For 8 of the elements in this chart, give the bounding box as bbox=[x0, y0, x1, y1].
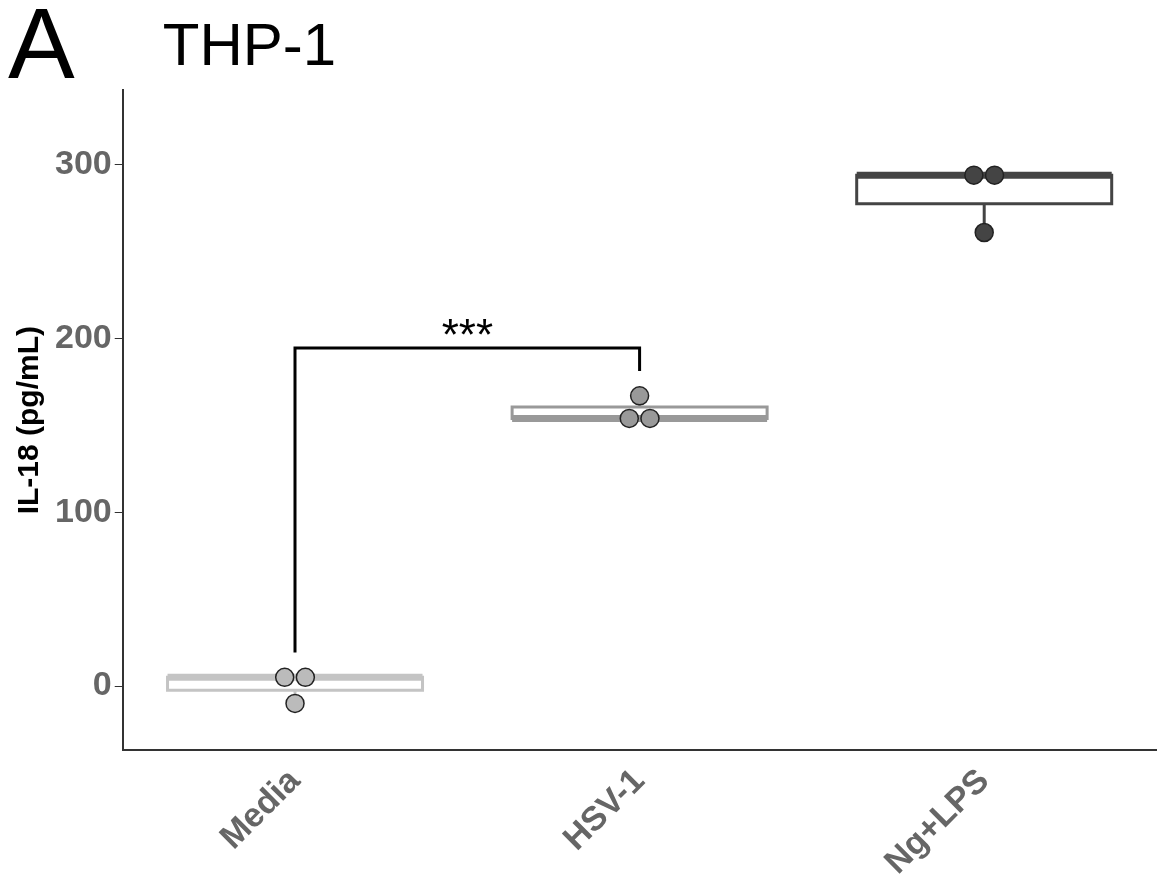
y-axis-title: IL-18 (pg/mL) bbox=[11, 325, 45, 515]
annotation: *** bbox=[441, 309, 494, 359]
text: A bbox=[8, 0, 75, 99]
y-tick-label: 0 bbox=[92, 664, 112, 703]
y-tick-label: 300 bbox=[54, 143, 112, 182]
y-tick-label: 100 bbox=[54, 490, 112, 529]
y-tick-label: 200 bbox=[54, 316, 112, 355]
chart-title: THP-1 bbox=[162, 10, 337, 78]
